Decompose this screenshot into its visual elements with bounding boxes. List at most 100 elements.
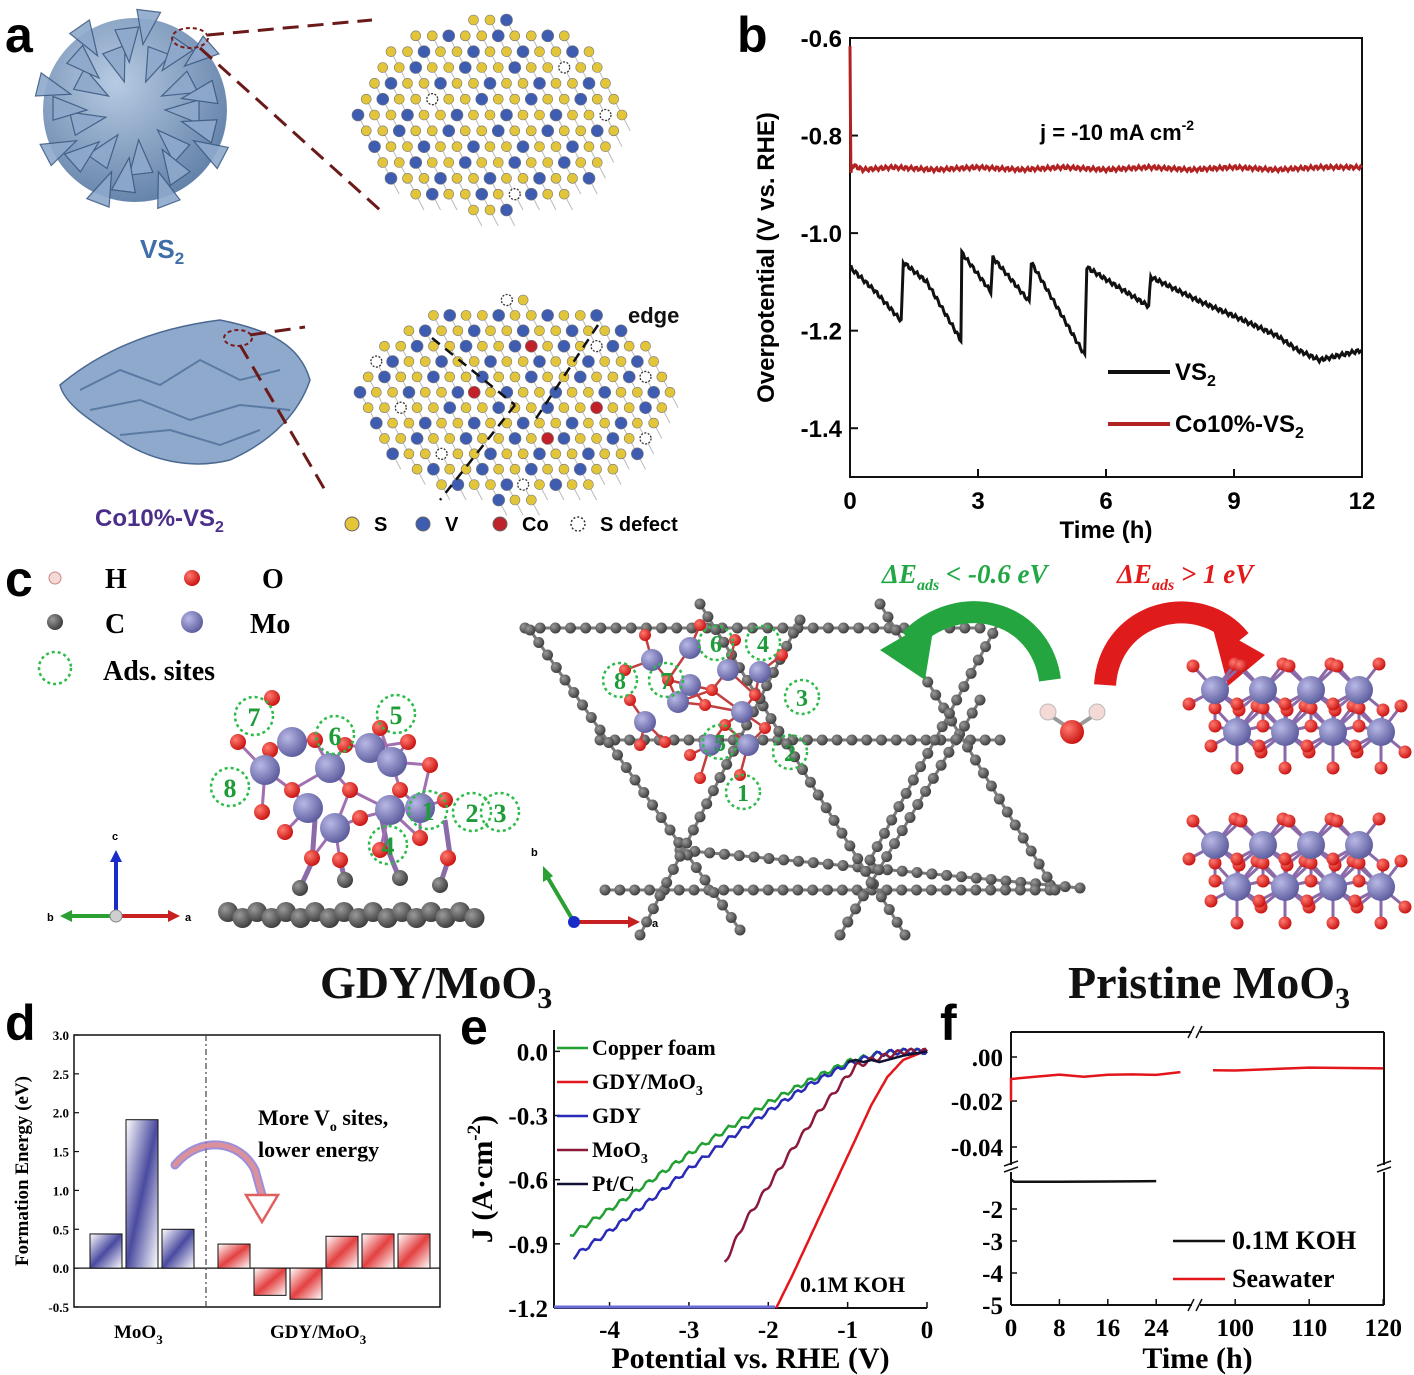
gdy-carbon: [681, 837, 693, 849]
adsorption-label-red: ΔEads > 1 eV: [1116, 559, 1255, 594]
condition-annotation: 0.1M KOH: [800, 1272, 905, 1297]
bar: [253, 1267, 287, 1296]
axis-break: [1376, 1166, 1392, 1173]
lattice-atom: [509, 494, 521, 506]
lattice-atom: [517, 78, 529, 89]
axis-break: [1376, 1160, 1392, 1167]
oxygen-atom: [659, 736, 671, 748]
y-tick-label: 1.5: [53, 1145, 70, 1160]
oxygen-atom: [372, 720, 388, 736]
lattice-atom: [468, 356, 480, 367]
oxygen-atom: [694, 619, 706, 631]
lattice-atom: [436, 325, 447, 337]
lattice-atom: [516, 416, 530, 430]
lattice-atom: [459, 30, 471, 42]
lattice-atom: [517, 356, 529, 367]
lattice-atom: [648, 417, 659, 429]
lattice-atom: [501, 46, 512, 57]
oxygen-atom: [1256, 701, 1270, 715]
oxygen-atom: [684, 749, 696, 761]
lattice-atom: [557, 339, 571, 353]
lattice-atom: [639, 401, 652, 414]
bar: [161, 1228, 195, 1269]
lattice-atom: [419, 387, 431, 398]
lattice-atom: [550, 46, 562, 57]
lattice-atom: [460, 371, 472, 383]
oxygen-atom: [1376, 858, 1390, 872]
lattice-atom: [468, 479, 480, 490]
legend-label: GDY: [592, 1103, 641, 1128]
lattice-atom: [402, 46, 413, 57]
oxygen-atom: [1398, 745, 1412, 759]
lattice-atom: [591, 463, 602, 475]
gdy-carbon: [542, 649, 553, 661]
lattice-atom: [599, 356, 611, 367]
lattice-atom: [509, 371, 521, 383]
ads-site-circle: [451, 791, 493, 833]
lattice-atom: [549, 478, 563, 491]
lattice-atom: [492, 157, 504, 168]
lattice-atom: [468, 78, 479, 89]
gdy-carbon: [550, 662, 562, 673]
lattice-atom: [418, 173, 430, 184]
gdy-carbon: [789, 751, 801, 763]
gdy-carbon: [733, 884, 744, 896]
gdy-carbon: [920, 785, 932, 797]
gdy-carbon: [794, 614, 806, 626]
gdy-carbon: [857, 890, 869, 902]
oxygen-atom: [254, 804, 270, 820]
gdy-carbon: [699, 874, 711, 886]
gdy-carbon: [1025, 845, 1037, 857]
lattice-atom: [444, 371, 456, 383]
gdy-carbon: [1029, 884, 1041, 896]
lattice-atom: [599, 417, 611, 429]
lattice-atom: [468, 14, 479, 26]
lattice-atom: [428, 340, 439, 352]
y-tick-label-bottom: -2: [982, 1197, 1003, 1224]
oxygen-atom: [284, 782, 300, 798]
plot-frame: [73, 1034, 441, 1308]
ads-site-number: 7: [248, 703, 261, 732]
lattice-atom: [393, 93, 405, 105]
lattice-atom: [574, 433, 586, 444]
lattice-atom: [647, 386, 660, 399]
ads-site-number: 3: [796, 686, 808, 712]
oxygen-atom: [706, 684, 718, 696]
mo-atom: [1271, 718, 1299, 746]
mo-atom: [293, 793, 323, 823]
legend-marker-v: [415, 516, 431, 532]
petal: [161, 35, 194, 72]
lattice-atom: [484, 14, 496, 26]
y-tick-label: 1.0: [53, 1183, 69, 1198]
ads-site-number: 2: [784, 741, 796, 767]
gdy-carbon: [690, 862, 702, 873]
gdy-carbon: [667, 863, 679, 875]
gdy-carbon: [781, 738, 793, 750]
lattice-atom: [401, 108, 414, 122]
lattice-atom: [501, 173, 512, 184]
lattice-atom: [541, 401, 554, 414]
gdy-carbon: [958, 720, 970, 732]
defect-atom: [558, 61, 571, 74]
lattice-atom: [574, 310, 586, 321]
lattice-atom: [615, 356, 627, 367]
lattice-atom: [525, 125, 537, 137]
ads-site-number: 6: [329, 722, 342, 751]
lattice-atom: [607, 402, 619, 413]
lattice-atom: [508, 61, 522, 74]
lattice-atom: [600, 78, 611, 89]
lattice-atom: [565, 324, 579, 338]
gdy-carbon: [656, 622, 667, 634]
lattice-atom: [583, 141, 595, 152]
petal: [34, 71, 73, 97]
lattice-atom: [493, 463, 504, 475]
oxygen-atom: [1230, 916, 1244, 930]
co-vs2-nanosheet-image: [59, 319, 311, 465]
lattice-atom: [517, 173, 529, 184]
mo-atom: [634, 711, 656, 733]
lattice-atom: [458, 61, 472, 74]
gdy-carbon: [951, 733, 963, 745]
mo-atom: [1367, 873, 1395, 901]
gdy-carbon: [524, 624, 536, 636]
lattice-atom: [360, 125, 372, 137]
